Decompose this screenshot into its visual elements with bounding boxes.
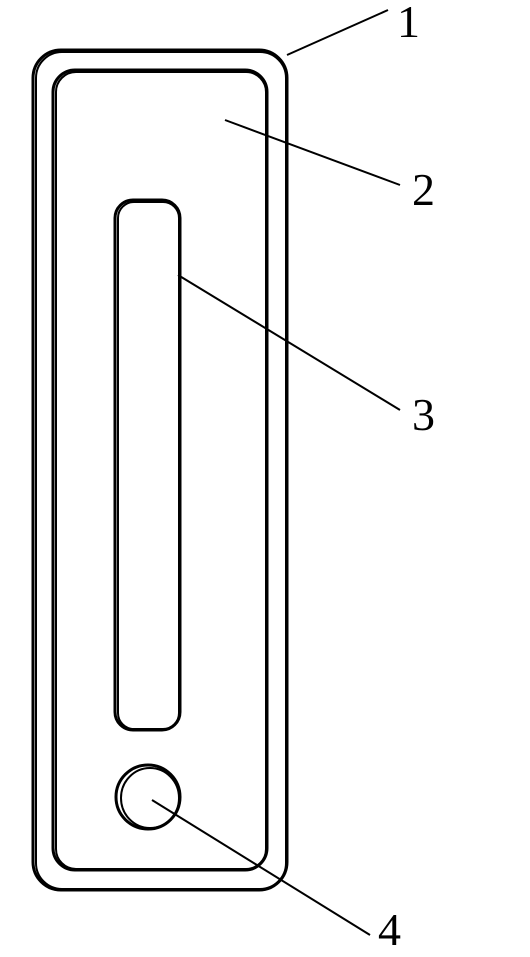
callout-label-2: 2 [412, 164, 435, 215]
callout-label-3: 3 [412, 389, 435, 440]
diagram-svg: 1 2 3 4 [0, 0, 530, 952]
leader-line-4 [152, 800, 370, 935]
inner-frame [53, 70, 267, 870]
callout-label-1: 1 [397, 0, 420, 47]
leader-line-1 [287, 10, 388, 55]
callout-label-4: 4 [378, 904, 401, 952]
outer-frame [33, 50, 287, 890]
technical-diagram: 1 2 3 4 [0, 0, 530, 952]
slot [115, 200, 180, 730]
hole [116, 765, 180, 829]
leader-line-3 [178, 275, 400, 410]
leader-line-2 [225, 120, 400, 185]
